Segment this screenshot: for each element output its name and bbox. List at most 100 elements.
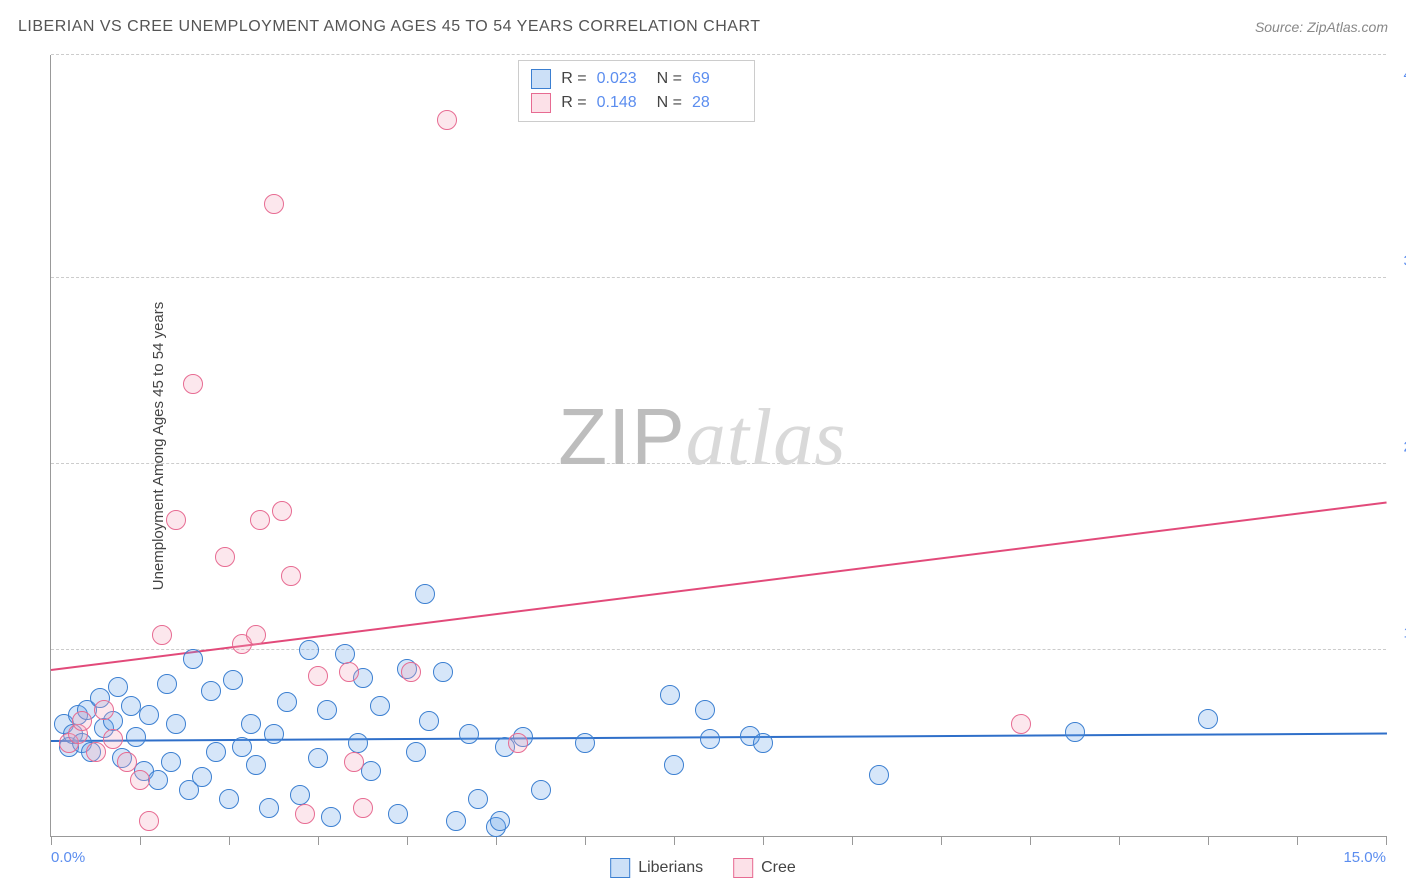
x-tick	[1208, 836, 1209, 845]
legend-swatch	[531, 69, 551, 89]
data-point	[406, 742, 426, 762]
data-point	[664, 755, 684, 775]
data-point	[459, 724, 479, 744]
data-point	[335, 644, 355, 664]
data-point	[259, 798, 279, 818]
data-point	[290, 785, 310, 805]
data-point	[166, 510, 186, 530]
data-point	[508, 733, 528, 753]
correlation-legend-row: R =0.148N =28	[531, 91, 742, 115]
x-tick	[763, 836, 764, 845]
legend-swatch	[531, 93, 551, 113]
x-tick	[1297, 836, 1298, 845]
x-tick	[852, 836, 853, 845]
data-point	[246, 755, 266, 775]
data-point	[415, 584, 435, 604]
data-point	[264, 724, 284, 744]
data-point	[317, 700, 337, 720]
chart-title: LIBERIAN VS CREE UNEMPLOYMENT AMONG AGES…	[18, 18, 760, 36]
data-point	[206, 742, 226, 762]
x-tick	[496, 836, 497, 845]
data-point	[348, 733, 368, 753]
y-tick-label: 20.0%	[1391, 439, 1406, 456]
x-tick	[1030, 836, 1031, 845]
data-point	[388, 804, 408, 824]
data-point	[148, 770, 168, 790]
data-point	[1198, 709, 1218, 729]
x-tick	[140, 836, 141, 845]
data-point	[1011, 714, 1031, 734]
data-point	[277, 692, 297, 712]
data-point	[437, 110, 457, 130]
data-point	[219, 789, 239, 809]
data-point	[183, 374, 203, 394]
data-point	[308, 666, 328, 686]
x-tick	[229, 836, 230, 845]
data-point	[192, 767, 212, 787]
data-point	[103, 729, 123, 749]
data-point	[166, 714, 186, 734]
data-point	[157, 674, 177, 694]
data-point	[1065, 722, 1085, 742]
y-tick-label: 10.0%	[1391, 625, 1406, 642]
data-point	[72, 711, 92, 731]
data-point	[201, 681, 221, 701]
data-point	[161, 752, 181, 772]
source-label: Source: ZipAtlas.com	[1255, 19, 1388, 35]
correlation-legend-row: R =0.023N =69	[531, 67, 742, 91]
data-point	[152, 625, 172, 645]
x-tick	[1386, 836, 1387, 845]
data-point	[232, 737, 252, 757]
gridline	[51, 649, 1386, 650]
data-point	[130, 770, 150, 790]
watermark: ZIPatlas	[558, 391, 846, 484]
data-point	[490, 811, 510, 831]
gridline	[51, 277, 1386, 278]
legend-item: Liberians	[610, 858, 703, 878]
data-point	[183, 649, 203, 669]
plot-area: 10.0%20.0%30.0%40.0%0.0%15.0%ZIPatlasR =…	[50, 55, 1386, 837]
data-point	[433, 662, 453, 682]
data-point	[753, 733, 773, 753]
data-point	[370, 696, 390, 716]
data-point	[339, 662, 359, 682]
plot-wrap: 10.0%20.0%30.0%40.0%0.0%15.0%ZIPatlasR =…	[50, 55, 1386, 837]
correlation-legend: R =0.023N =69R =0.148N =28	[518, 60, 755, 122]
legend-swatch	[733, 858, 753, 878]
data-point	[223, 670, 243, 690]
data-point	[401, 662, 421, 682]
x-tick	[585, 836, 586, 845]
x-tick	[941, 836, 942, 845]
data-point	[246, 625, 266, 645]
data-point	[419, 711, 439, 731]
data-point	[353, 798, 373, 818]
data-point	[700, 729, 720, 749]
data-point	[660, 685, 680, 705]
x-tick	[1119, 836, 1120, 845]
data-point	[108, 677, 128, 697]
legend-label: Cree	[761, 859, 796, 877]
data-point	[250, 510, 270, 530]
data-point	[869, 765, 889, 785]
y-tick-label: 40.0%	[1391, 67, 1406, 84]
x-tick-label: 0.0%	[51, 849, 85, 866]
data-point	[361, 761, 381, 781]
data-point	[272, 501, 292, 521]
data-point	[531, 780, 551, 800]
data-point	[264, 194, 284, 214]
x-tick	[318, 836, 319, 845]
data-point	[344, 752, 364, 772]
data-point	[446, 811, 466, 831]
data-point	[94, 700, 114, 720]
data-point	[281, 566, 301, 586]
data-point	[86, 742, 106, 762]
legend-bottom: Liberians Cree	[610, 858, 796, 878]
legend-item: Cree	[733, 858, 796, 878]
data-point	[695, 700, 715, 720]
legend-swatch	[610, 858, 630, 878]
data-point	[468, 789, 488, 809]
data-point	[299, 640, 319, 660]
x-tick-label: 15.0%	[1343, 849, 1386, 866]
data-point	[117, 752, 137, 772]
y-tick-label: 30.0%	[1391, 253, 1406, 270]
